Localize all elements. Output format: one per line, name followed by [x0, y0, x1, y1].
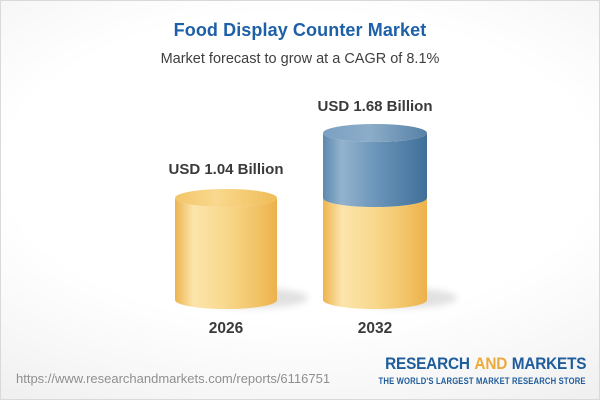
logo-tagline: THE WORLD'S LARGEST MARKET RESEARCH STOR… [378, 376, 586, 386]
bar-2032-cylinder [323, 124, 427, 309]
logo-word-research: RESEARCH [384, 355, 470, 373]
chart-subtitle: Market forecast to grow at a CAGR of 8.1… [160, 51, 440, 67]
value-label-2026: USD 1.04 Billion [168, 161, 284, 178]
logo-word-markets: MARKETS [511, 355, 586, 373]
logo-word-and: AND [474, 355, 507, 373]
value-label-2032: USD 1.68 Billion [317, 98, 433, 115]
research-and-markets-logo: RESEARCH AND MARKETS THE WORLD'S LARGEST… [342, 355, 586, 386]
report-url: https://www.researchandmarkets.com/repor… [16, 371, 331, 386]
bar-2032-growth-segment [323, 133, 427, 207]
logo-wordmark: RESEARCH AND MARKETS [385, 355, 586, 374]
chart-title: Food Display Counter Market [173, 20, 427, 40]
bar-2026-cylinder [175, 189, 277, 309]
category-label-2026: 2026 [208, 320, 244, 337]
category-label-2032: 2032 [357, 320, 393, 337]
bar-2032-base-segment [323, 198, 427, 309]
